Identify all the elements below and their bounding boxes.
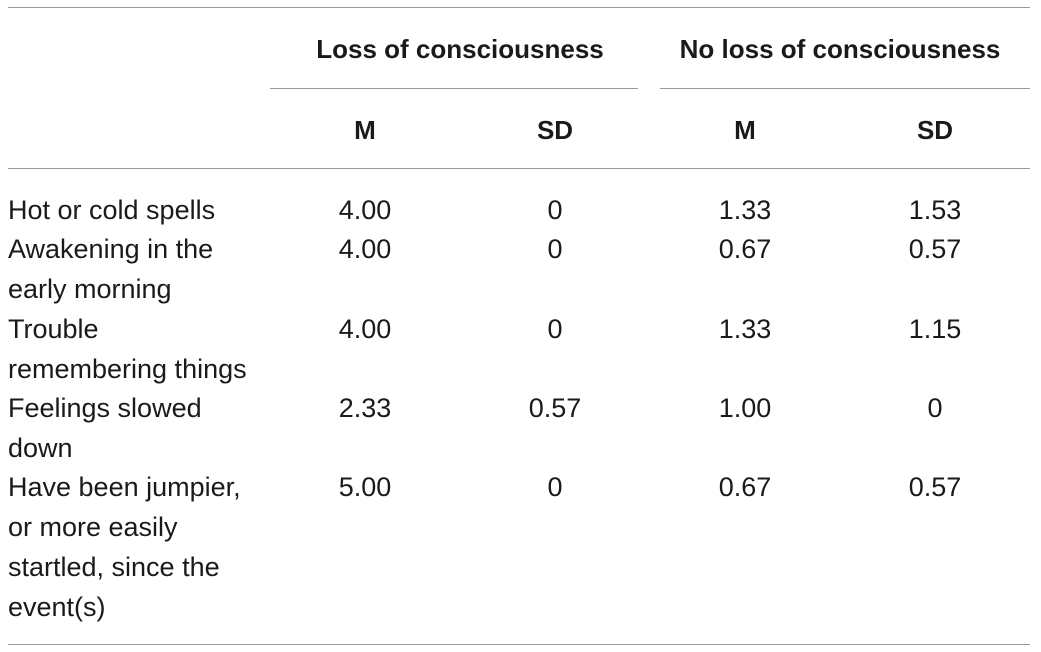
cell-sd-loss: 0: [547, 195, 563, 225]
cell-sd-no-loss: 0.57: [908, 472, 962, 502]
subheader-sd-loss: SD: [536, 115, 574, 145]
header-rule: [8, 168, 1030, 169]
cell-sd-no-loss: 0.57: [908, 234, 962, 264]
cell-m-loss: 5.00: [338, 472, 392, 502]
cell-sd-no-loss: 1.53: [908, 195, 962, 225]
cell-m-no-loss: 1.33: [718, 195, 772, 225]
cell-m-no-loss: 0.67: [718, 472, 772, 502]
cell-m-loss: 4.00: [338, 314, 392, 344]
bottom-rule: [8, 644, 1030, 645]
cell-m-no-loss: 0.67: [718, 234, 772, 264]
cell-m-no-loss: 1.00: [718, 393, 772, 423]
cell-sd-loss: 0: [547, 472, 563, 502]
cell-sd-no-loss: 1.15: [908, 314, 962, 344]
subheader-m-no-loss: M: [734, 115, 756, 145]
cell-m-loss: 4.00: [338, 195, 392, 225]
cell-sd-loss: 0: [547, 314, 563, 344]
subheader-sd-no-loss: SD: [916, 115, 954, 145]
row-label: Hot or cold spells: [8, 195, 216, 225]
top-rule: [8, 7, 1030, 8]
cell-m-no-loss: 1.33: [718, 314, 772, 344]
subheader-m-loss: M: [354, 115, 376, 145]
row-label: Trouble remembering things: [8, 314, 247, 384]
cell-m-loss: 2.33: [338, 393, 392, 423]
cell-sd-no-loss: 0: [927, 393, 943, 423]
group-header-no-loss: No loss of consciousness: [679, 34, 1001, 64]
row-label: Have been jumpier, or more easily startl…: [8, 472, 241, 622]
group-rule-no-loss: [660, 88, 1030, 89]
row-label: Awakening in the early morning: [8, 234, 214, 304]
group-rule-loss: [270, 88, 638, 89]
row-label: Feelings slowed down: [8, 393, 202, 463]
cell-m-loss: 4.00: [338, 234, 392, 264]
group-header-loss: Loss of consciousness: [316, 34, 604, 64]
cell-sd-loss: 0: [547, 234, 563, 264]
cell-sd-loss: 0.57: [528, 393, 582, 423]
